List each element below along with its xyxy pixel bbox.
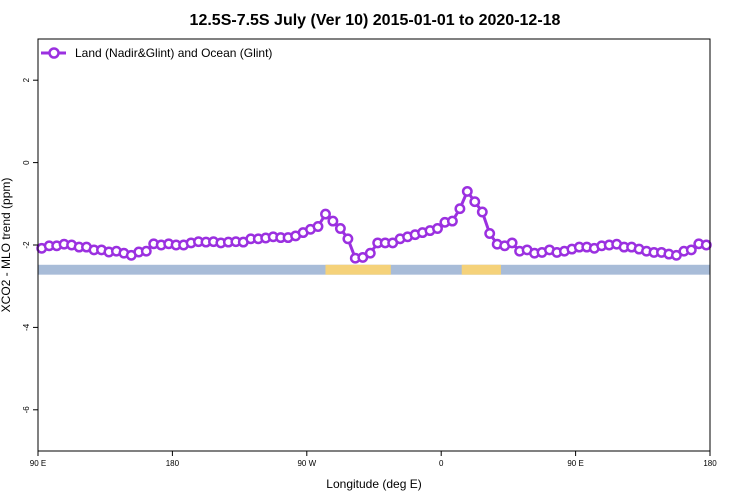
land-segment xyxy=(325,264,391,275)
y-axis-label: XCO2 - MLO trend (ppm) xyxy=(0,178,13,313)
data-point xyxy=(320,208,331,220)
data-point xyxy=(469,196,481,208)
data-point xyxy=(342,233,354,245)
data-point xyxy=(506,237,518,249)
data-point xyxy=(454,203,466,215)
y-tick-label: -2 xyxy=(22,241,31,249)
data-point xyxy=(476,206,488,218)
data-point xyxy=(461,185,473,197)
x-axis: 90 E 180 90 W 0 90 E 180 xyxy=(30,451,717,468)
y-axis: 2 0 -2 -4 -6 xyxy=(22,77,38,413)
land-segment xyxy=(461,264,501,275)
y-tick-label: 2 xyxy=(22,77,31,82)
legend: Land (Nadir&Glint) and Ocean (Glint) xyxy=(41,46,272,60)
legend-label: Land (Nadir&Glint) and Ocean (Glint) xyxy=(75,46,272,60)
y-tick-label: 0 xyxy=(22,160,31,165)
data-point xyxy=(446,215,458,227)
chart-title: 12.5S-7.5S July (Ver 10) 2015-01-01 to 2… xyxy=(190,12,561,29)
plot-area xyxy=(36,185,712,275)
x-tick-label: 90 E xyxy=(567,459,583,468)
x-tick-label: 180 xyxy=(166,459,180,468)
y-tick-label: -4 xyxy=(22,323,31,331)
x-tick-label: 180 xyxy=(703,459,717,468)
data-point xyxy=(432,223,443,234)
legend-marker xyxy=(48,47,60,59)
data-point xyxy=(140,245,152,257)
data-point xyxy=(685,244,697,256)
x-axis-label: Longitude (deg E) xyxy=(326,477,421,491)
x-tick-label: 90 E xyxy=(30,459,46,468)
x-tick-label: 90 W xyxy=(297,459,316,468)
data-point xyxy=(334,223,346,234)
data-point xyxy=(312,221,324,232)
y-tick-label: -6 xyxy=(22,406,31,414)
data-point xyxy=(700,239,712,251)
data-point xyxy=(484,228,496,239)
data-point xyxy=(364,247,376,259)
x-tick-label: 0 xyxy=(439,459,444,468)
data-point xyxy=(327,215,339,227)
